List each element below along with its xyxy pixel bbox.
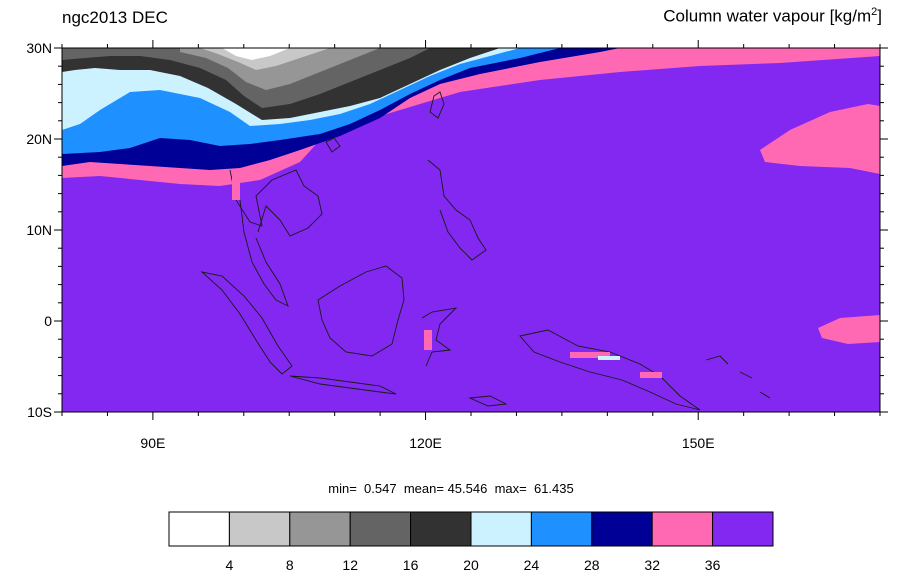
coastline-hainan (325, 137, 341, 153)
title-units-close: ] (877, 6, 882, 26)
lon-tick-label: 120E (409, 435, 442, 451)
pink-patch-east (760, 104, 880, 174)
moist-speck (598, 356, 620, 360)
max-label: max= (494, 481, 527, 496)
coastline-indochina (229, 169, 323, 237)
moist-speck (640, 372, 662, 378)
min-value: 0.547 (364, 481, 397, 496)
plot-title-right: Column water vapour [kg/m2] (663, 6, 882, 27)
moist-speck (424, 330, 432, 350)
axis-tick-labels: 30N 20N 10N 0 10S 90E 120E 150E (26, 40, 714, 451)
max-value: 61.435 (533, 481, 574, 496)
stats-line: min= 0.547 mean= 45.546 max= 61.435 (0, 481, 902, 496)
pink-patch-equator (818, 315, 880, 344)
lon-tick-label: 90E (140, 435, 165, 451)
title-units-superscript: 2 (871, 6, 878, 18)
title-units-text: Column water vapour [kg/m (663, 6, 872, 26)
coastline-taiwan (429, 91, 445, 119)
coastline-borneo (317, 265, 405, 357)
coastline-timor (468, 395, 508, 407)
lat-tick-label: 20N (26, 131, 52, 147)
white-peaks (222, 48, 290, 60)
coastline-sumatra (200, 271, 293, 375)
axis-ticks (54, 40, 888, 420)
mean-value: 45.546 (447, 481, 488, 496)
min-label: min= (328, 481, 357, 496)
coastline-malay-peninsula (239, 199, 289, 307)
mean-label: mean= (403, 481, 444, 496)
coastline-new-guinea (519, 329, 701, 411)
lat-tick-label: 30N (26, 40, 52, 56)
moist-speck (232, 174, 240, 200)
coastline-java (289, 375, 397, 395)
coastline-islands-east (705, 355, 771, 399)
lat-tick-label: 0 (44, 313, 52, 329)
coastline-sulawesi (421, 307, 458, 367)
lat-tick-label: 10N (26, 222, 52, 238)
lon-tick-label: 150E (682, 435, 715, 451)
moist-speck (570, 352, 610, 358)
plot-title-left: ngc2013 DEC (62, 8, 168, 27)
lat-tick-label: 10S (27, 404, 52, 420)
coastline-philippines (427, 159, 487, 261)
